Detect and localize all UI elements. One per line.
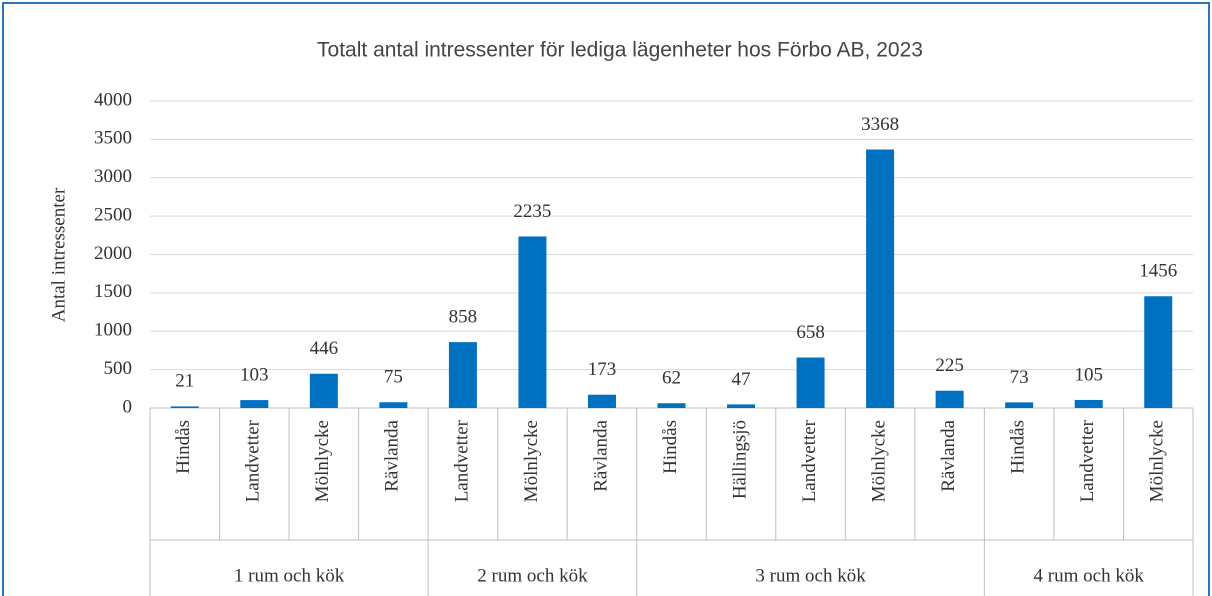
data-label: 47 bbox=[732, 369, 751, 390]
x-tick-label: Landvetter bbox=[799, 419, 820, 502]
bar bbox=[1074, 399, 1103, 408]
x-tick-label: Mölnlycke bbox=[312, 420, 333, 502]
bar bbox=[379, 402, 408, 408]
bar bbox=[170, 406, 199, 408]
data-label: 2235 bbox=[513, 201, 551, 222]
x-tick-label: Hindås bbox=[1008, 420, 1029, 474]
x-tick-label: Landvetter bbox=[451, 419, 472, 502]
data-label: 73 bbox=[1010, 367, 1029, 388]
chart-title: Totalt antal intressenter för lediga läg… bbox=[317, 39, 923, 62]
group-label: 3 rum och kök bbox=[755, 565, 866, 586]
bar bbox=[1144, 296, 1173, 408]
bar bbox=[518, 236, 547, 408]
bar bbox=[309, 373, 338, 408]
data-label: 173 bbox=[588, 359, 617, 380]
y-tick-label: 1000 bbox=[94, 320, 132, 341]
y-tick-label: 4000 bbox=[94, 89, 132, 110]
bar bbox=[448, 342, 477, 408]
y-tick-label: 3500 bbox=[94, 128, 132, 149]
x-tick-label: Rävlanda bbox=[590, 419, 611, 491]
bar bbox=[240, 400, 269, 408]
group-label: 1 rum och kök bbox=[234, 565, 345, 586]
x-tick-label: Rävlanda bbox=[938, 419, 959, 491]
y-tick-label: 2500 bbox=[94, 204, 132, 225]
y-tick-label: 1500 bbox=[94, 281, 132, 302]
x-tick-label: Landvetter bbox=[243, 419, 264, 502]
x-tick-label: Hindås bbox=[660, 420, 681, 474]
x-tick-label: Hindås bbox=[173, 420, 194, 474]
bar bbox=[1005, 402, 1034, 408]
x-tick-label: Rävlanda bbox=[382, 419, 403, 491]
group-label: 2 rum och kök bbox=[477, 565, 588, 586]
data-label: 1456 bbox=[1139, 261, 1177, 282]
data-label: 21 bbox=[175, 371, 194, 392]
bar bbox=[935, 390, 964, 408]
bar bbox=[727, 404, 756, 408]
data-label: 62 bbox=[662, 368, 681, 389]
x-tick-label: Hällingsjö bbox=[729, 420, 750, 499]
y-axis-label: Antal intressenter bbox=[48, 187, 69, 322]
bar bbox=[657, 403, 686, 408]
data-label: 658 bbox=[796, 322, 825, 343]
data-label: 225 bbox=[935, 355, 964, 376]
y-tick-label: 500 bbox=[104, 358, 133, 379]
x-tick-label: Landvetter bbox=[1077, 419, 1098, 502]
bar bbox=[866, 149, 895, 409]
data-label: 3368 bbox=[861, 114, 899, 135]
data-label: 75 bbox=[384, 367, 403, 388]
data-label: 103 bbox=[240, 364, 269, 385]
x-tick-label: Mölnlycke bbox=[868, 420, 889, 502]
y-tick-label: 2000 bbox=[94, 243, 132, 264]
data-label: 446 bbox=[310, 338, 339, 359]
y-tick-label: 3000 bbox=[94, 166, 132, 187]
x-tick-label: Mölnlycke bbox=[521, 420, 542, 502]
data-label: 105 bbox=[1074, 364, 1103, 385]
bar bbox=[587, 394, 616, 408]
x-tick-label: Mölnlycke bbox=[1147, 420, 1168, 502]
group-label: 4 rum och kök bbox=[1034, 565, 1145, 586]
data-label: 858 bbox=[449, 307, 478, 328]
bar bbox=[796, 357, 825, 408]
y-tick-label: 0 bbox=[123, 396, 133, 417]
